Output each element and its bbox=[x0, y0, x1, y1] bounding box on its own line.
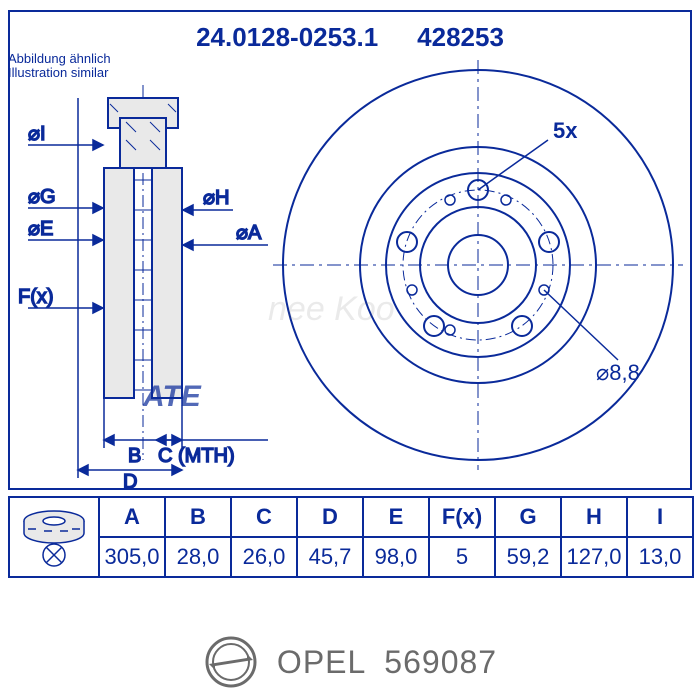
opel-logo-icon bbox=[203, 634, 259, 690]
col-I: I bbox=[627, 497, 693, 537]
val-H: 127,0 bbox=[561, 537, 627, 577]
footer-brand: OPEL bbox=[277, 644, 366, 681]
footer: OPEL 569087 bbox=[0, 634, 700, 690]
label-diaE: ⌀E bbox=[28, 218, 53, 240]
col-H: H bbox=[561, 497, 627, 537]
label-bolt-count: 5x bbox=[553, 118, 578, 143]
footer-code: 569087 bbox=[384, 644, 497, 681]
val-A: 305,0 bbox=[99, 537, 165, 577]
col-C: C bbox=[231, 497, 297, 537]
table-header-row: A B C D E F(x) G H I bbox=[9, 497, 693, 537]
col-B: B bbox=[165, 497, 231, 537]
label-Fx: F(x) bbox=[18, 286, 54, 308]
table-value-row: 305,0 28,0 26,0 45,7 98,0 5 59,2 127,0 1… bbox=[9, 537, 693, 577]
front-face-view: 5x ⌀8,8 bbox=[273, 60, 683, 470]
val-I: 13,0 bbox=[627, 537, 693, 577]
label-small-dia: ⌀8,8 bbox=[596, 360, 640, 385]
col-D: D bbox=[297, 497, 363, 537]
val-G: 59,2 bbox=[495, 537, 561, 577]
label-diaA: ⌀A bbox=[236, 222, 262, 244]
label-diaH: ⌀H bbox=[203, 187, 229, 209]
dimension-table: A B C D E F(x) G H I 305,0 28,0 26,0 45,… bbox=[8, 496, 694, 578]
label-B: B bbox=[128, 445, 141, 467]
brake-disc-drawing: ⌀I ⌀G ⌀E F(x) ⌀H ⌀A bbox=[8, 10, 692, 490]
val-D: 45,7 bbox=[297, 537, 363, 577]
ate-logo: ATE bbox=[143, 380, 201, 414]
col-Fx: F(x) bbox=[429, 497, 495, 537]
label-diaG: ⌀G bbox=[28, 186, 56, 208]
label-D: D bbox=[123, 471, 137, 490]
val-Fx: 5 bbox=[429, 537, 495, 577]
technical-diagram: 24.0128-0253.1 428253 Abbildung ähnlich … bbox=[8, 10, 692, 490]
col-A: A bbox=[99, 497, 165, 537]
col-G: G bbox=[495, 497, 561, 537]
disc-icon bbox=[14, 499, 94, 569]
label-C: C (MTH) bbox=[158, 445, 235, 467]
val-C: 26,0 bbox=[231, 537, 297, 577]
label-diaI: ⌀I bbox=[28, 123, 46, 145]
val-B: 28,0 bbox=[165, 537, 231, 577]
val-E: 98,0 bbox=[363, 537, 429, 577]
col-E: E bbox=[363, 497, 429, 537]
